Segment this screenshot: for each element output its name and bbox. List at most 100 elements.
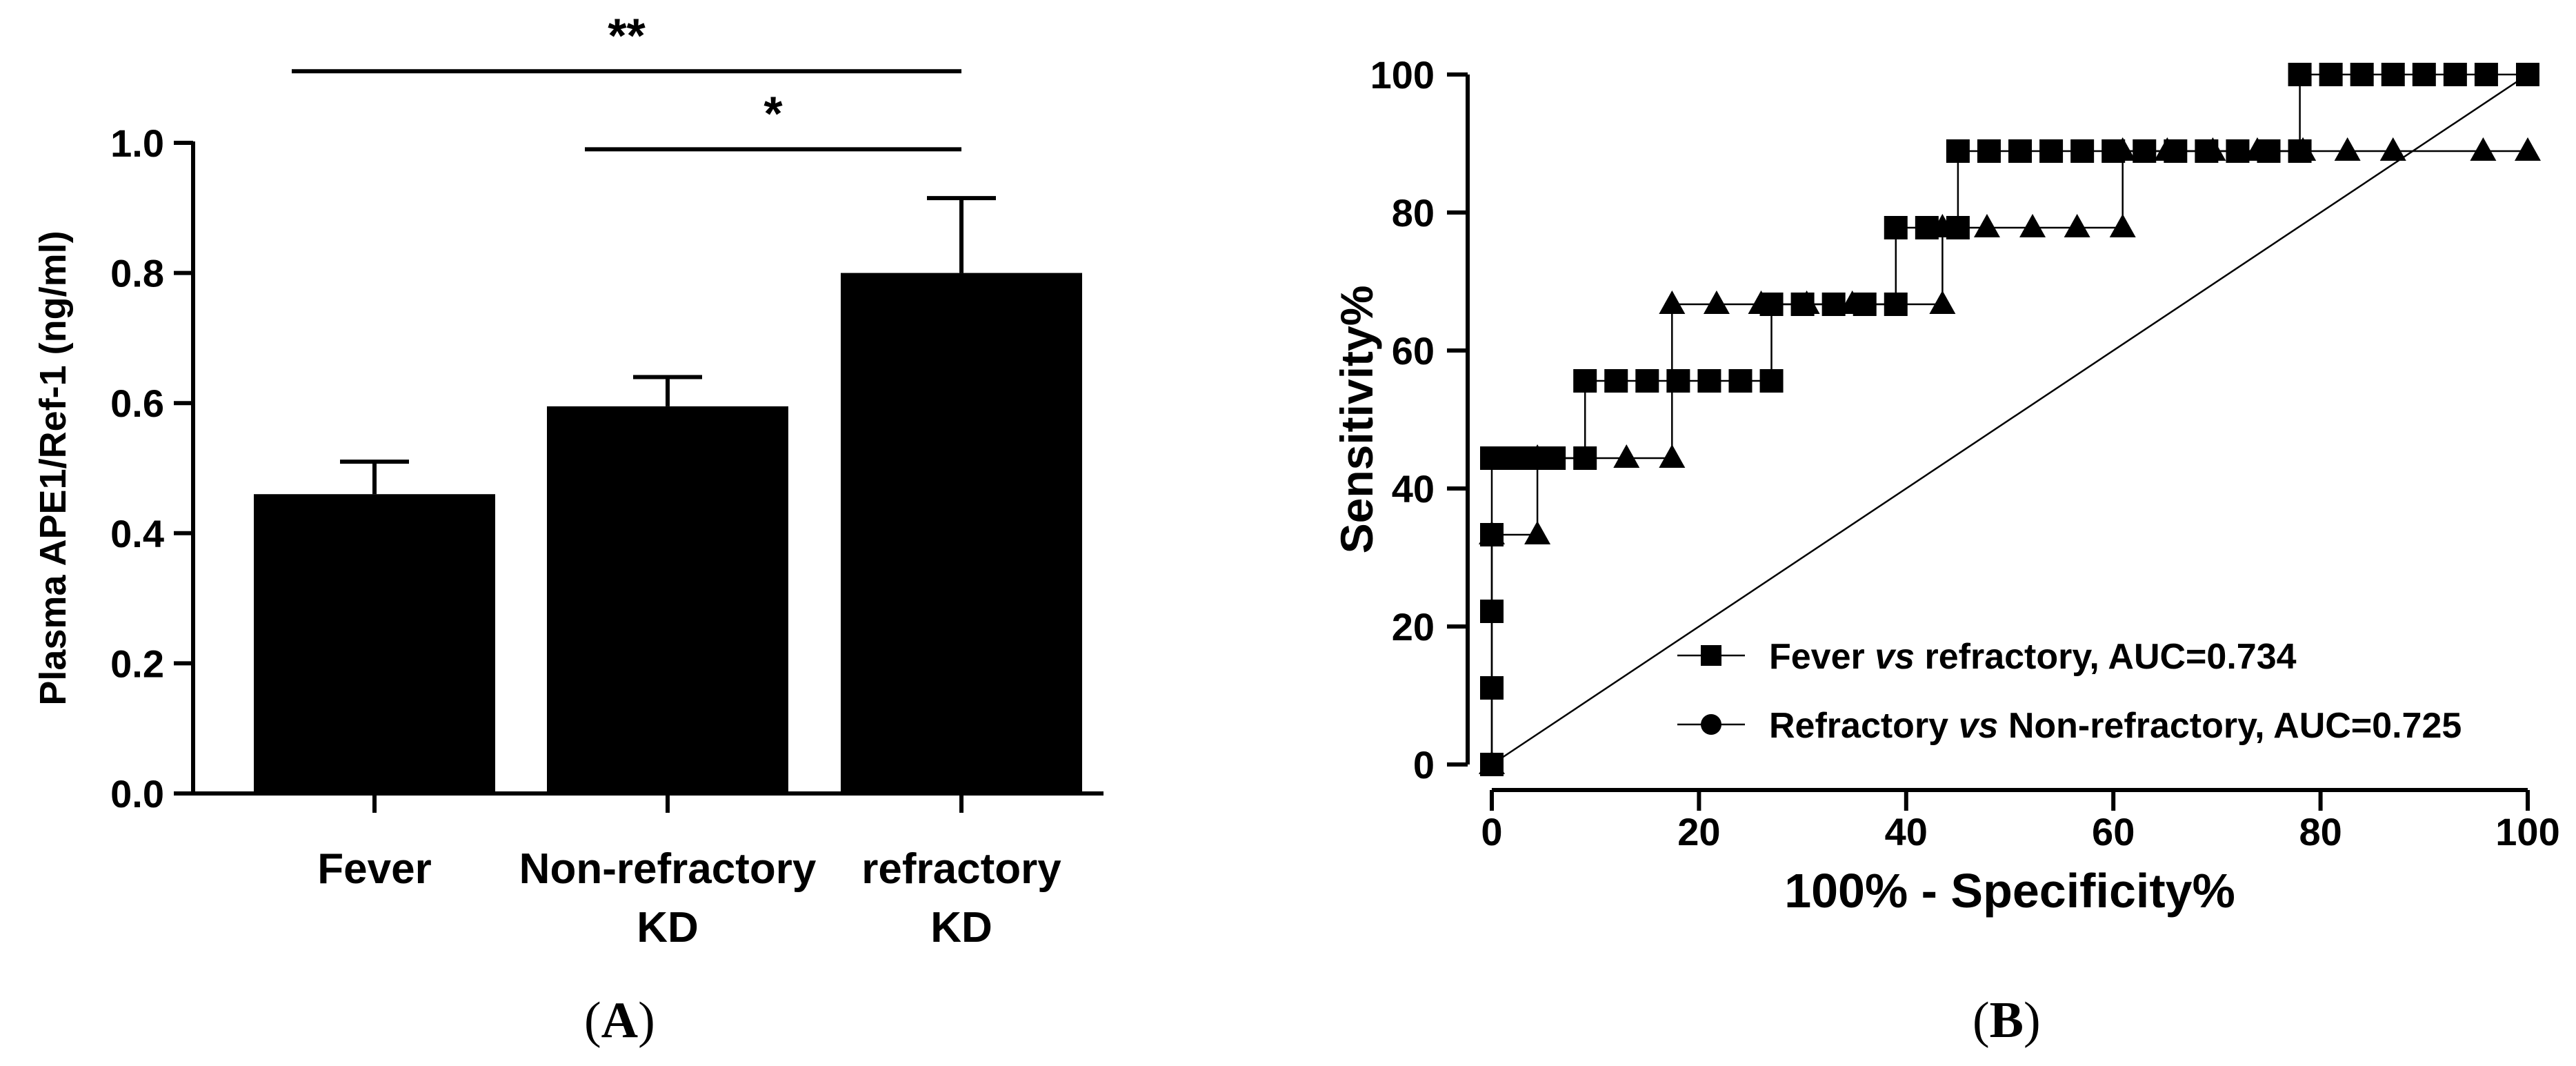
series-1-point [1573,369,1597,393]
series-1-point [1977,139,2001,163]
series-2-point [1839,290,1866,314]
series-1-point [1635,369,1659,393]
series-1-point [1884,293,1908,316]
series-2-point [2379,137,2406,161]
series-2-point [2064,214,2090,237]
y-tick-label-a: 0.2 [110,642,164,685]
y-tick-label-b: 60 [1392,329,1435,373]
series-1-point [1604,369,1628,393]
legend-b: Fever vs refractory, AUC=0.734 Refractory… [1677,637,2462,746]
series-1-point [2070,139,2095,163]
y-tick-label-b: 0 [1413,743,1435,787]
y-tick-label-b: 20 [1392,605,1435,649]
legend-marker-circle [1701,714,1721,735]
series-1-point [2516,63,2539,86]
y-axis-label-b: Sensitivity% [1331,286,1382,554]
bar-3 [841,273,1082,794]
significance-label-1: ** [608,8,646,62]
x-tick-label-b: 0 [1481,810,1502,853]
series-2-point [1793,290,1820,314]
reference-line [1491,73,2528,766]
caption-a-open: ( [584,992,601,1049]
series-2-point [2199,137,2226,161]
series-2-point [2154,137,2181,161]
x-tick-label-a: refractory [861,845,1061,893]
series-1-point [2133,139,2157,163]
series-2-point [2244,137,2270,161]
series-2-point [1703,290,1730,314]
series-1-point [1728,369,1753,393]
series-2-point [2334,137,2361,161]
legend-text-prefix: Fever [1769,637,1875,677]
legend-label-2: Refractory vs Non-refractory, AUC=0.725 [1769,706,2462,746]
series-1-point [1666,369,1690,393]
bar-1 [254,494,495,793]
series-2-point [2470,137,2497,161]
x-tick-label-b: 80 [2299,810,2342,853]
series-1-point [2319,63,2343,86]
series-2-point [1929,214,1956,237]
x-tick-label-b: 40 [1885,810,1928,853]
y-tick-label-a: 0.6 [110,382,164,425]
series-1-point [2039,139,2064,163]
series-2-point [1524,444,1551,468]
y-tick-label-b: 40 [1392,467,1435,511]
x-tick-label-b: 100 [2495,810,2559,853]
series-1-point [1759,369,1784,393]
series-2-point [1479,751,1505,774]
x-tick-label-a-line2: KD [930,904,992,951]
y-tick-label-a: 0.0 [110,772,164,816]
series-2-point [1973,214,2000,237]
series-1-point [1697,369,1721,393]
series-1-point [1884,216,1908,239]
y-tick-label-b: 80 [1392,191,1435,235]
y-axis-label-a: Plasma APE1/Ref-1 (ng/ml) [32,230,74,705]
y-tick-label-b: 100 [1370,53,1435,97]
series-1-point [2412,63,2436,86]
panel-caption-a: (A) [584,995,655,1046]
series-1-point [1480,676,1504,700]
series-2-point [2109,214,2136,237]
legend-text-italic: vs [1875,637,1915,677]
x-tick-label-a-line2: KD [637,904,699,951]
series-1-point [2008,139,2033,163]
y-tick-label-a: 0.4 [110,512,164,555]
series-2-point [2290,137,2317,161]
series-1-point [2288,63,2312,86]
legend-text-suffix: refractory, AUC=0.734 [1915,637,2297,677]
series-2-point [1659,290,1686,314]
series-2-point [2109,137,2136,161]
legend-text-suffix: Non-refractory, AUC=0.725 [1998,706,2462,746]
series-1-point [1480,600,1504,623]
x-tick-label-b: 20 [1677,810,1720,853]
caption-b-open: ( [1973,992,1990,1049]
significance-label-2: * [763,86,783,140]
series-1-point [2474,63,2498,86]
series-2-point [1748,290,1775,314]
panel-caption-b: (B) [1973,995,2041,1046]
x-tick-label-a: Non-refractory [519,845,817,893]
x-axis-label-b: 100% - Specificity% [1784,864,2235,918]
series-1-point [1946,139,1970,163]
series-1-point [1573,446,1597,470]
caption-b-close: ) [2024,992,2041,1049]
y-tick-label-a: 0.8 [110,252,164,295]
x-tick-label-a: Fever [317,845,431,893]
legend-text-prefix: Refractory [1769,706,1959,746]
series-2-point [1524,521,1551,544]
y-tick-label-a: 1.0 [110,121,164,165]
series-1-point [2350,63,2374,86]
series-2-point [1659,444,1686,468]
series-2-point [2019,214,2046,237]
series-1-point [2381,63,2405,86]
series-2-point [1479,521,1505,544]
legend-marker-square [1701,645,1721,666]
legend-text-italic: vs [1959,706,1999,746]
caption-a-letter: A [601,992,639,1049]
series-2-point [1929,290,1956,314]
x-tick-label-b: 60 [2092,810,2135,853]
legend-label-1: Fever vs refractory, AUC=0.734 [1769,637,2297,677]
caption-b-letter: B [1989,992,2024,1049]
